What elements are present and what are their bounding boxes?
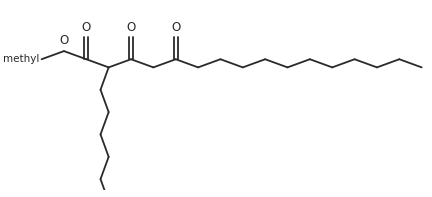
Text: O: O: [82, 20, 91, 33]
Text: methyl: methyl: [3, 54, 39, 64]
Text: O: O: [127, 20, 136, 33]
Text: O: O: [59, 34, 69, 47]
Text: O: O: [171, 20, 180, 33]
